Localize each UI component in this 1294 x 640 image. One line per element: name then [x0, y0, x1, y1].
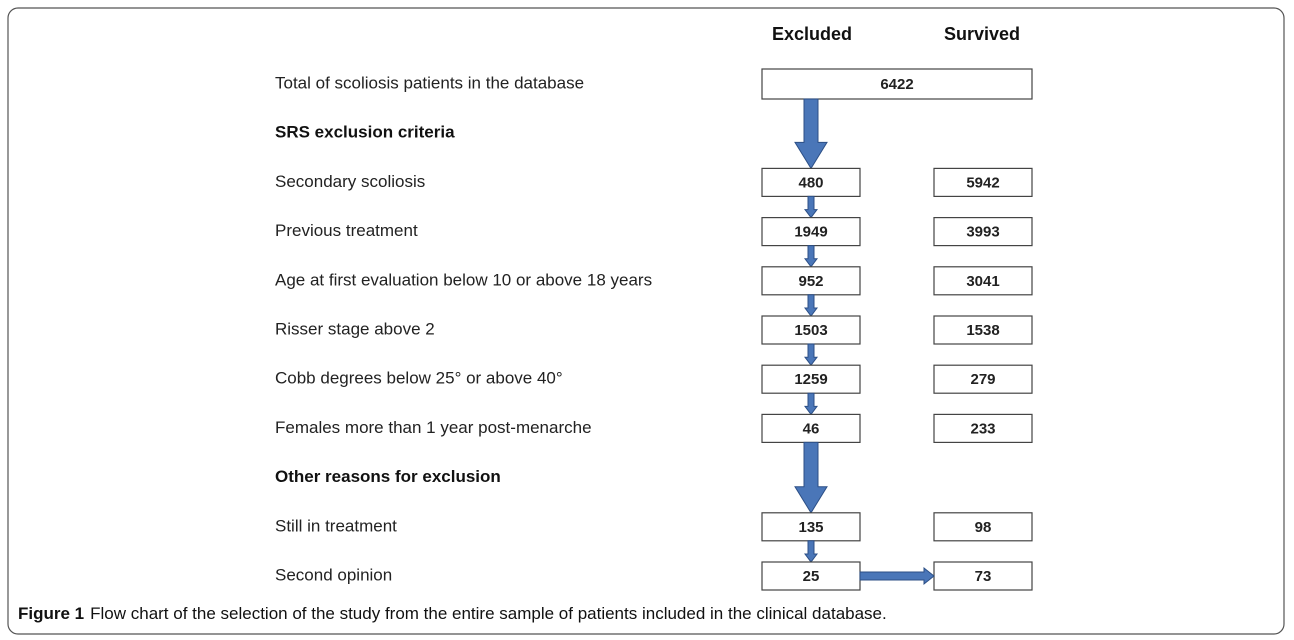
survived-box [933, 217, 1033, 247]
arrow [804, 195, 818, 219]
arrow [794, 441, 828, 514]
survived-value: 279 [970, 371, 995, 388]
excluded-value: 46 [803, 420, 820, 437]
caption-label: Figure 1 [18, 604, 84, 623]
excluded-value: 1503 [794, 322, 827, 339]
excluded-box [761, 266, 861, 296]
total-box [761, 68, 1033, 100]
excluded-header: Excluded [772, 24, 852, 44]
excluded-box [761, 217, 861, 247]
row-label: Previous treatment [275, 221, 418, 240]
row-label: Risser stage above 2 [275, 319, 435, 338]
arrow [804, 343, 818, 367]
arrow [794, 98, 828, 170]
arrow [804, 294, 818, 317]
row-label: Age at first evaluation below 10 or abov… [275, 270, 652, 289]
section-title: SRS exclusion criteria [275, 123, 455, 142]
excluded-value: 952 [798, 273, 823, 290]
survived-box [933, 315, 1033, 345]
survived-box [933, 266, 1033, 296]
survived-value: 1538 [966, 322, 999, 339]
caption: Figure 1 Flow chart of the selection of t… [18, 604, 887, 623]
excluded-box [761, 364, 861, 394]
survived-header: Survived [944, 24, 1020, 44]
excluded-box [761, 413, 861, 443]
excluded-value: 1259 [794, 371, 827, 388]
row-label: Secondary scoliosis [275, 172, 425, 191]
row-label: Females more than 1 year post-menarche [275, 418, 592, 437]
excluded-box [761, 315, 861, 345]
survived-box [933, 512, 1033, 542]
survived-value: 5942 [966, 174, 999, 191]
survived-box [933, 167, 1033, 197]
caption-text: Flow chart of the selection of the study… [90, 604, 887, 623]
figure-border [7, 7, 1285, 635]
section-title: Other reasons for exclusion [275, 467, 501, 486]
arrow [804, 245, 818, 268]
survived-value: 233 [970, 420, 995, 437]
row-label: Total of scoliosis patients in the datab… [275, 73, 584, 92]
row-label: Second opinion [275, 565, 392, 584]
excluded-box [761, 167, 861, 197]
row-label: Cobb degrees below 25° or above 40° [275, 369, 563, 388]
survived-box [933, 364, 1033, 394]
arrow [804, 392, 818, 416]
survived-box [933, 413, 1033, 443]
survived-value: 3993 [966, 224, 999, 241]
arrow [804, 540, 818, 563]
survived-value: 73 [975, 568, 992, 585]
total-value: 6422 [880, 76, 913, 93]
row-label: Still in treatment [275, 516, 397, 535]
excluded-box [761, 561, 861, 591]
excluded-value: 135 [798, 519, 823, 536]
excluded-box [761, 512, 861, 542]
survived-value: 3041 [966, 273, 999, 290]
excluded-value: 25 [803, 568, 820, 585]
excluded-value: 1949 [794, 224, 827, 241]
excluded-value: 480 [798, 174, 823, 191]
survived-value: 98 [975, 519, 992, 536]
arrow [859, 566, 935, 586]
